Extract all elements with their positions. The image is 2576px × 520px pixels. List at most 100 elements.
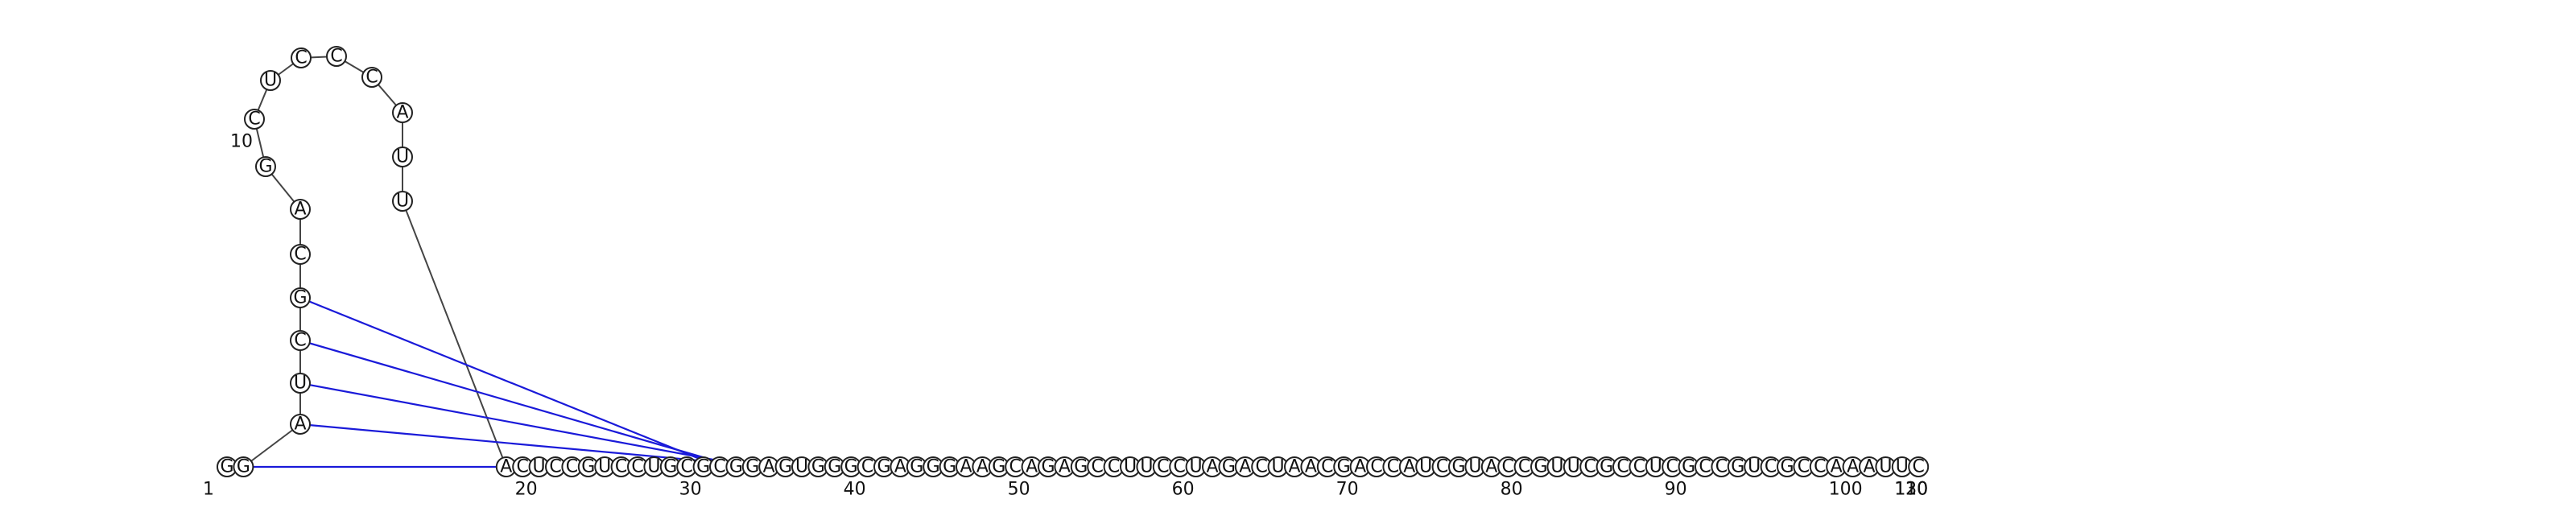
nucleotide-letter: G bbox=[1731, 457, 1744, 477]
nucleotide: G bbox=[1038, 456, 1059, 477]
nucleotide: C bbox=[1497, 456, 1519, 477]
backbone bbox=[227, 56, 1919, 468]
nucleotide: U bbox=[1267, 456, 1289, 477]
nucleotide: A bbox=[1480, 456, 1502, 477]
nucleotide-circle bbox=[290, 414, 311, 435]
nucleotide-letter: C bbox=[1174, 457, 1186, 477]
nucleotide: C bbox=[1629, 456, 1650, 477]
nucleotide: G bbox=[1678, 456, 1699, 477]
position-number: 90 bbox=[1665, 480, 1687, 500]
nucleotide: G bbox=[255, 156, 276, 177]
nucleotide-letter: A bbox=[1354, 457, 1366, 477]
nucleotide-letter: A bbox=[1485, 457, 1497, 477]
nucleotide: G bbox=[939, 456, 960, 477]
nucleotide: U bbox=[1563, 456, 1584, 477]
nucleotide-letter: U bbox=[1468, 457, 1481, 477]
nucleotide-letter: U bbox=[1419, 457, 1432, 477]
nucleotide-letter: C bbox=[549, 457, 561, 477]
nucleotide: C bbox=[244, 109, 265, 130]
nucleotide-letter: C bbox=[1798, 457, 1810, 477]
nucleotide-letter: C bbox=[1715, 457, 1728, 477]
nucleotide-circle bbox=[233, 456, 254, 477]
nucleotide: G bbox=[217, 456, 237, 477]
nucleotide-letter: C bbox=[681, 457, 693, 477]
nucleotide-letter: G bbox=[1451, 457, 1465, 477]
nucleotide-circle bbox=[392, 191, 413, 212]
nucleotide: U bbox=[1136, 456, 1158, 477]
nucleotide-letter: A bbox=[894, 457, 906, 477]
nucleotide: C bbox=[709, 456, 730, 477]
nucleotide-letter: A bbox=[1206, 457, 1218, 477]
nucleotide: G bbox=[233, 456, 254, 477]
nucleotide-letter: A bbox=[500, 457, 512, 477]
nucleotide-circle bbox=[326, 46, 347, 67]
nucleotide: G bbox=[1070, 456, 1092, 477]
nucleotide-letter: C bbox=[365, 68, 378, 88]
nucleotide-letter: C bbox=[1009, 457, 1022, 477]
nucleotide: U bbox=[1546, 456, 1568, 477]
base-pair bbox=[299, 339, 737, 468]
nucleotide-letter: U bbox=[1748, 457, 1761, 477]
nucleotide-letter: C bbox=[294, 245, 306, 265]
nucleotide: C bbox=[1366, 456, 1387, 477]
nucleotide-letter: A bbox=[1863, 457, 1875, 477]
nucleotide-letter: A bbox=[1059, 457, 1071, 477]
nucleotide-letter: G bbox=[745, 457, 759, 477]
nucleotide-letter: A bbox=[294, 415, 306, 435]
nucleotide: A bbox=[290, 414, 311, 435]
nucleotide: C bbox=[545, 456, 566, 477]
nucleotide: G bbox=[290, 287, 311, 308]
nucleotide-letter: G bbox=[1780, 457, 1794, 477]
position-number: 80 bbox=[1501, 480, 1523, 500]
nucleotide: U bbox=[1120, 456, 1141, 477]
nucleotide: C bbox=[1793, 456, 1814, 477]
nucleotide: G bbox=[1448, 456, 1469, 477]
nucleotide: U bbox=[290, 373, 311, 394]
nucleotide-letter: U bbox=[294, 373, 307, 394]
nucleotide-letter: G bbox=[1074, 457, 1088, 477]
nucleotide-letter: G bbox=[1534, 457, 1547, 477]
nucleotide: C bbox=[1382, 456, 1404, 477]
nucleotide: G bbox=[774, 456, 796, 477]
nucleotide-letter: A bbox=[1305, 457, 1317, 477]
nucleotide: C bbox=[1809, 456, 1831, 477]
nucleotide-letter: C bbox=[1765, 457, 1777, 477]
nucleotide-letter: U bbox=[1140, 457, 1153, 477]
nucleotide: C bbox=[1431, 456, 1453, 477]
nucleotide: C bbox=[361, 67, 382, 88]
nucleotide: C bbox=[1908, 456, 1930, 477]
nucleotide-letter: U bbox=[1896, 457, 1909, 477]
nucleotide-letter: C bbox=[1108, 457, 1120, 477]
nucleotide-letter: U bbox=[1272, 457, 1285, 477]
base-pair bbox=[299, 296, 720, 468]
nucleotide-letter: C bbox=[615, 457, 627, 477]
nucleotide: U bbox=[260, 70, 281, 91]
nucleotide-letter: A bbox=[1847, 457, 1859, 477]
nucleotide-letter: C bbox=[1502, 457, 1514, 477]
nucleotide-letter: G bbox=[581, 457, 595, 477]
nucleotide-letter: C bbox=[1157, 457, 1169, 477]
nucleotide-circle bbox=[361, 67, 382, 88]
nucleotide: U bbox=[1185, 456, 1207, 477]
nucleotide-letter: C bbox=[1436, 457, 1448, 477]
nucleotide-letter: U bbox=[1567, 457, 1580, 477]
nucleotide-letter: G bbox=[877, 457, 890, 477]
nucleotide: U bbox=[1744, 456, 1765, 477]
nucleotide: C bbox=[291, 47, 312, 68]
nucleotide: U bbox=[1645, 456, 1666, 477]
nucleotide-circle bbox=[1908, 456, 1930, 477]
nucleotide-letter: G bbox=[927, 457, 940, 477]
nucleotide: U bbox=[1875, 456, 1897, 477]
nucleotide: C bbox=[1316, 456, 1338, 477]
nucleotide-letter: A bbox=[1288, 457, 1300, 477]
nucleotide-letter: A bbox=[1403, 457, 1415, 477]
nucleotide-letter: A bbox=[976, 457, 989, 477]
nucleotide-letter: C bbox=[294, 331, 306, 351]
nucleotide: C bbox=[1513, 456, 1535, 477]
nucleotide-letter: U bbox=[647, 457, 660, 477]
nucleotide-circle bbox=[244, 109, 265, 130]
nucleotide-circle bbox=[290, 373, 311, 394]
nucleotide-letter: U bbox=[795, 457, 808, 477]
nucleotide-letter: G bbox=[729, 457, 743, 477]
nucleotide: A bbox=[956, 456, 976, 477]
